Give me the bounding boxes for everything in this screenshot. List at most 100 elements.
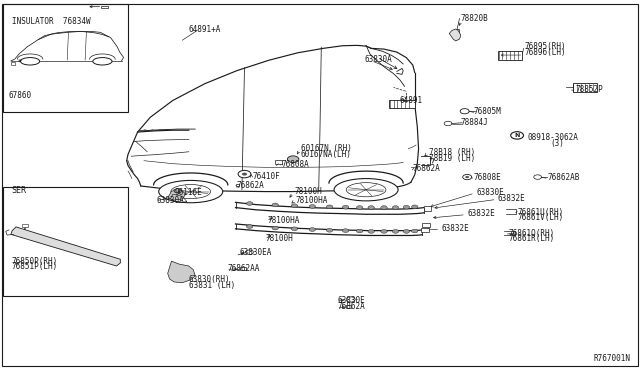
Ellipse shape (171, 185, 211, 199)
Text: N: N (515, 133, 520, 138)
Bar (275, 160, 282, 164)
Bar (101, 6, 108, 8)
Bar (422, 223, 430, 227)
Text: 64891+A: 64891+A (189, 25, 221, 34)
Circle shape (356, 229, 363, 233)
Bar (421, 228, 429, 232)
Circle shape (444, 121, 452, 126)
Bar (424, 206, 431, 211)
Text: 63832E: 63832E (467, 209, 495, 218)
Circle shape (368, 230, 374, 233)
Text: 63830(RH): 63830(RH) (189, 275, 230, 284)
Text: 78852P: 78852P (576, 85, 604, 94)
Text: 63832E: 63832E (498, 194, 525, 203)
Circle shape (403, 230, 410, 233)
Text: 76862A: 76862A (237, 182, 264, 190)
Circle shape (291, 227, 298, 231)
Circle shape (534, 175, 541, 179)
Circle shape (346, 297, 355, 302)
Text: 78820B: 78820B (461, 14, 488, 23)
Bar (3, 4, 128, 112)
Circle shape (238, 170, 251, 178)
Bar (236, 184, 239, 186)
Bar (240, 267, 246, 270)
Circle shape (342, 205, 349, 209)
Ellipse shape (93, 58, 112, 65)
Circle shape (287, 156, 299, 163)
Bar (11, 62, 15, 64)
Circle shape (403, 205, 410, 209)
Circle shape (412, 205, 418, 209)
Text: 76410F: 76410F (253, 172, 280, 181)
Text: 76861V(LH): 76861V(LH) (517, 213, 563, 222)
Text: (3): (3) (550, 139, 564, 148)
Bar (456, 29, 459, 32)
Circle shape (272, 203, 278, 207)
Ellipse shape (20, 58, 40, 65)
Text: R767001N: R767001N (593, 354, 630, 363)
Circle shape (242, 173, 247, 176)
Text: 76808E: 76808E (474, 173, 501, 182)
Polygon shape (168, 189, 186, 200)
Circle shape (465, 176, 469, 178)
Circle shape (412, 229, 418, 233)
Circle shape (246, 250, 253, 254)
Text: 63830A: 63830A (157, 196, 184, 205)
Text: 78100H: 78100H (266, 234, 293, 243)
Circle shape (511, 132, 524, 139)
Circle shape (392, 206, 399, 209)
Text: 76895(RH): 76895(RH) (525, 42, 566, 51)
Text: 76862AA: 76862AA (227, 264, 260, 273)
Circle shape (463, 174, 472, 180)
Text: 67860: 67860 (8, 91, 31, 100)
Polygon shape (449, 29, 461, 41)
Circle shape (368, 206, 374, 209)
Text: 76861Q(RH): 76861Q(RH) (509, 229, 555, 238)
Circle shape (272, 226, 278, 230)
Bar (573, 83, 597, 92)
Text: 76850P(RH): 76850P(RH) (12, 257, 58, 266)
Circle shape (342, 229, 349, 232)
Text: 78884J: 78884J (461, 118, 488, 127)
Text: 76808A: 76808A (282, 160, 309, 169)
Bar (22, 224, 28, 227)
Text: 96116E: 96116E (174, 188, 202, 197)
Circle shape (326, 205, 333, 209)
Text: 76862A: 76862A (338, 302, 365, 311)
Text: 08918-3062A: 08918-3062A (528, 133, 579, 142)
Text: 63830A: 63830A (365, 55, 392, 64)
Text: 63830EA: 63830EA (240, 248, 273, 257)
Text: 76862A: 76862A (413, 164, 440, 173)
Ellipse shape (346, 183, 386, 197)
Text: 63830E: 63830E (338, 296, 365, 305)
Circle shape (309, 205, 316, 208)
Circle shape (246, 202, 253, 205)
Text: 76861R(LH): 76861R(LH) (509, 234, 555, 243)
Text: 60167N (RH): 60167N (RH) (301, 144, 351, 153)
Circle shape (381, 230, 387, 233)
Text: 63832E: 63832E (442, 224, 469, 233)
Text: 78100HA: 78100HA (296, 196, 328, 205)
Text: 78B18 (RH): 78B18 (RH) (429, 148, 475, 157)
Text: 78B19 (LH): 78B19 (LH) (429, 154, 475, 163)
Bar (498, 51, 522, 60)
Text: 78100HA: 78100HA (268, 216, 300, 225)
Circle shape (392, 230, 399, 233)
Text: INSULATOR  76834W: INSULATOR 76834W (12, 17, 90, 26)
Circle shape (381, 206, 387, 209)
Text: 63831 (LH): 63831 (LH) (189, 281, 235, 290)
Text: 64891: 64891 (400, 96, 423, 105)
Text: 60167NA(LH): 60167NA(LH) (301, 150, 351, 159)
Text: 78100H: 78100H (294, 187, 322, 196)
Bar (346, 305, 351, 308)
Circle shape (291, 204, 298, 208)
Ellipse shape (334, 179, 398, 201)
Text: 76862AB: 76862AB (547, 173, 580, 182)
Polygon shape (168, 261, 195, 283)
Polygon shape (11, 227, 120, 266)
Text: 63830E: 63830E (477, 188, 504, 197)
Text: 76896(LH): 76896(LH) (525, 48, 566, 57)
Text: 76851P(LH): 76851P(LH) (12, 262, 58, 271)
Circle shape (309, 228, 316, 231)
Text: SER: SER (12, 186, 26, 195)
